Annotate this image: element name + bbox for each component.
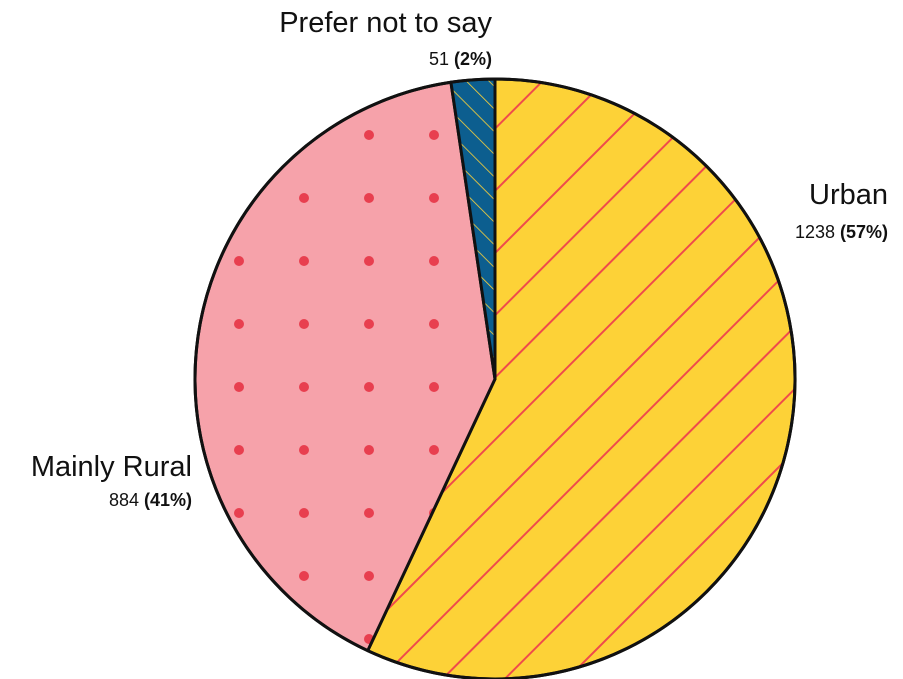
slice-mainly-rural-value: 884 (41%)	[109, 490, 192, 510]
slice-urban-count: 1238	[795, 222, 840, 242]
slice-prefer-not-to-say-count: 51	[429, 49, 454, 69]
slice-mainly-rural-count: 884	[109, 490, 144, 510]
pie-labels: Urban 1238 (57%) Mainly Rural 884 (41%) Pref…	[31, 7, 888, 510]
slice-mainly-rural-label: Mainly Rural	[31, 451, 192, 483]
slice-prefer-not-to-say-percent: (2%)	[454, 49, 492, 69]
pie-outline	[193, 77, 797, 679]
slice-urban-value: 1238 (57%)	[795, 222, 888, 242]
slice-prefer-not-to-say-value: 51 (2%)	[429, 49, 492, 69]
slice-mainly-rural-percent: (41%)	[144, 490, 192, 510]
pie-slices	[193, 77, 797, 679]
slice-urban-label: Urban	[809, 179, 888, 211]
slice-urban-percent: (57%)	[840, 222, 888, 242]
slice-prefer-not-to-say-label: Prefer not to say	[279, 7, 492, 39]
